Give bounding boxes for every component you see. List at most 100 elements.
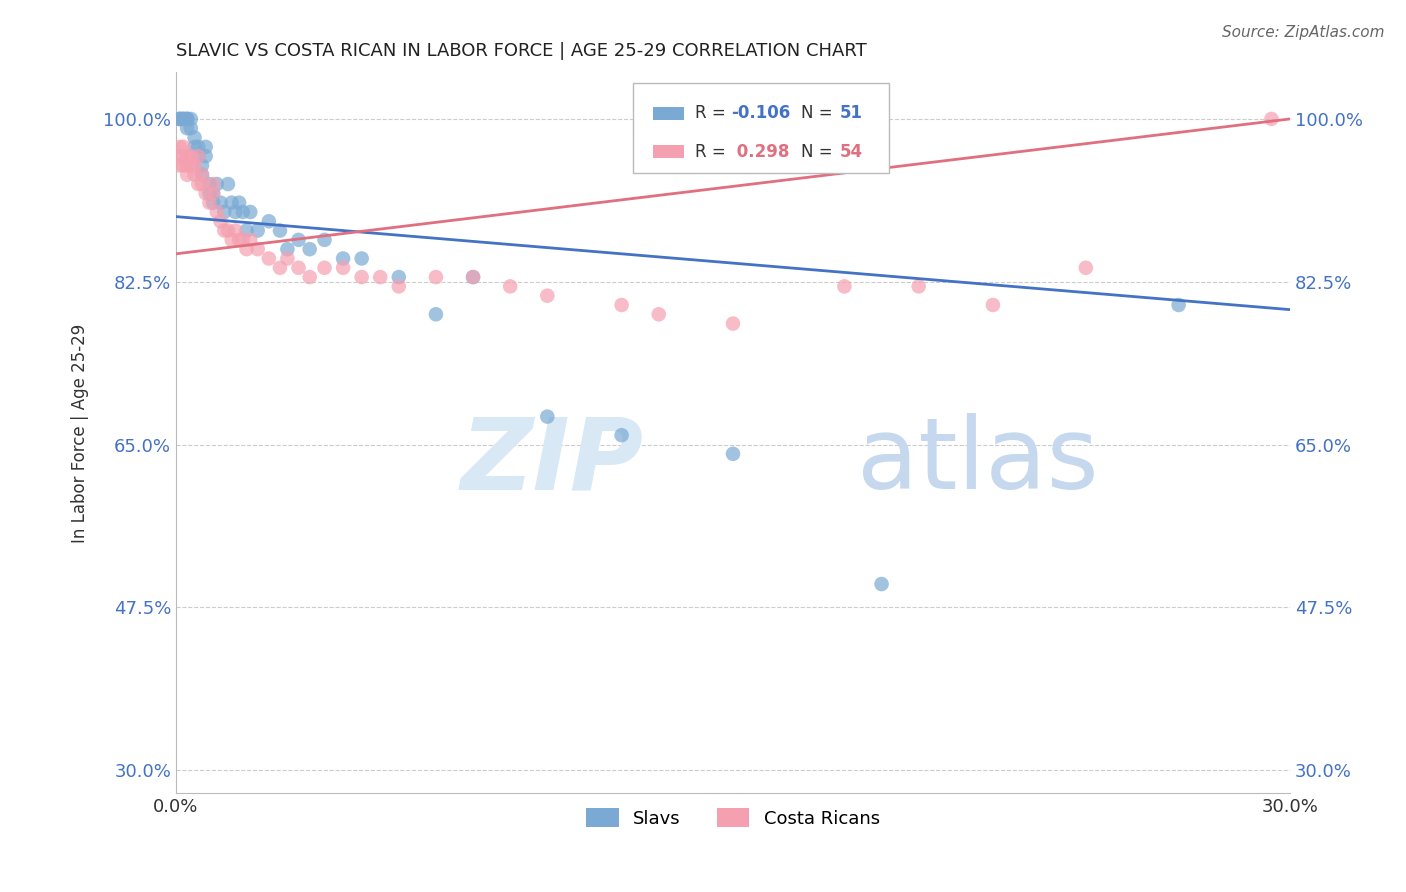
Point <box>232 205 254 219</box>
Point <box>610 298 633 312</box>
Point <box>176 121 198 136</box>
Point <box>276 252 298 266</box>
Point <box>981 298 1004 312</box>
Point <box>224 205 246 219</box>
Point <box>388 270 411 285</box>
Point <box>287 260 309 275</box>
Point <box>169 158 191 172</box>
Point <box>191 158 214 172</box>
Point <box>536 288 558 302</box>
Point <box>214 205 236 219</box>
Point <box>235 242 257 256</box>
Point <box>368 270 391 285</box>
Point <box>425 307 447 321</box>
Point <box>276 242 298 256</box>
Point <box>228 233 250 247</box>
Point <box>176 112 198 126</box>
FancyBboxPatch shape <box>633 83 889 173</box>
Point <box>214 223 236 237</box>
Point <box>202 186 225 201</box>
Point <box>180 121 202 136</box>
Bar <box>652 107 683 120</box>
Point <box>172 140 194 154</box>
Point <box>183 168 205 182</box>
Point <box>176 158 198 172</box>
Point <box>257 252 280 266</box>
Point <box>187 149 209 163</box>
Point <box>202 195 225 210</box>
Point <box>1167 298 1189 312</box>
Point <box>176 149 198 163</box>
Point <box>198 177 221 191</box>
Point <box>536 409 558 424</box>
Point <box>187 177 209 191</box>
Point <box>721 447 744 461</box>
Y-axis label: In Labor Force | Age 25-29: In Labor Force | Age 25-29 <box>72 323 89 542</box>
Point <box>425 270 447 285</box>
Point <box>198 195 221 210</box>
Point <box>169 140 191 154</box>
Point <box>298 270 321 285</box>
Text: 51: 51 <box>839 104 863 122</box>
Point <box>1260 112 1282 126</box>
Point <box>169 112 191 126</box>
Point <box>176 112 198 126</box>
Point <box>461 270 484 285</box>
Point <box>209 214 232 228</box>
Point <box>350 252 373 266</box>
Point <box>314 260 336 275</box>
Point <box>172 112 194 126</box>
Text: SLAVIC VS COSTA RICAN IN LABOR FORCE | AGE 25-29 CORRELATION CHART: SLAVIC VS COSTA RICAN IN LABOR FORCE | A… <box>176 42 866 60</box>
Point <box>187 149 209 163</box>
Point <box>172 112 194 126</box>
Point <box>461 270 484 285</box>
Point <box>269 260 291 275</box>
Point <box>332 252 354 266</box>
Point <box>610 428 633 442</box>
Point <box>176 112 198 126</box>
Point <box>269 223 291 237</box>
Point <box>257 214 280 228</box>
Text: R =: R = <box>695 143 731 161</box>
Text: 54: 54 <box>839 143 863 161</box>
Point <box>169 112 191 126</box>
Point <box>180 158 202 172</box>
Point <box>169 149 191 163</box>
Point <box>205 205 228 219</box>
Bar <box>652 145 683 158</box>
Text: R =: R = <box>695 104 731 122</box>
Point <box>287 233 309 247</box>
Point <box>232 233 254 247</box>
Point <box>191 168 214 182</box>
Point <box>202 186 225 201</box>
Text: 0.298: 0.298 <box>731 143 789 161</box>
Point <box>191 177 214 191</box>
Point <box>194 149 217 163</box>
Point <box>1074 260 1097 275</box>
Text: N =: N = <box>801 104 838 122</box>
Point <box>648 307 671 321</box>
Point <box>870 577 893 591</box>
Point <box>183 130 205 145</box>
Text: Source: ZipAtlas.com: Source: ZipAtlas.com <box>1222 25 1385 40</box>
Point <box>169 112 191 126</box>
Point <box>217 177 239 191</box>
Point <box>314 233 336 247</box>
Point <box>183 158 205 172</box>
Point <box>721 317 744 331</box>
Text: ZIP: ZIP <box>461 413 644 510</box>
Point <box>228 195 250 210</box>
Point <box>246 223 269 237</box>
Text: N =: N = <box>801 143 838 161</box>
Point <box>180 112 202 126</box>
Point <box>298 242 321 256</box>
Point <box>235 223 257 237</box>
Point <box>350 270 373 285</box>
Point <box>191 168 214 182</box>
Point <box>176 168 198 182</box>
Point <box>198 186 221 201</box>
Point <box>224 223 246 237</box>
Point <box>332 260 354 275</box>
Text: atlas: atlas <box>858 413 1099 510</box>
Point <box>209 195 232 210</box>
